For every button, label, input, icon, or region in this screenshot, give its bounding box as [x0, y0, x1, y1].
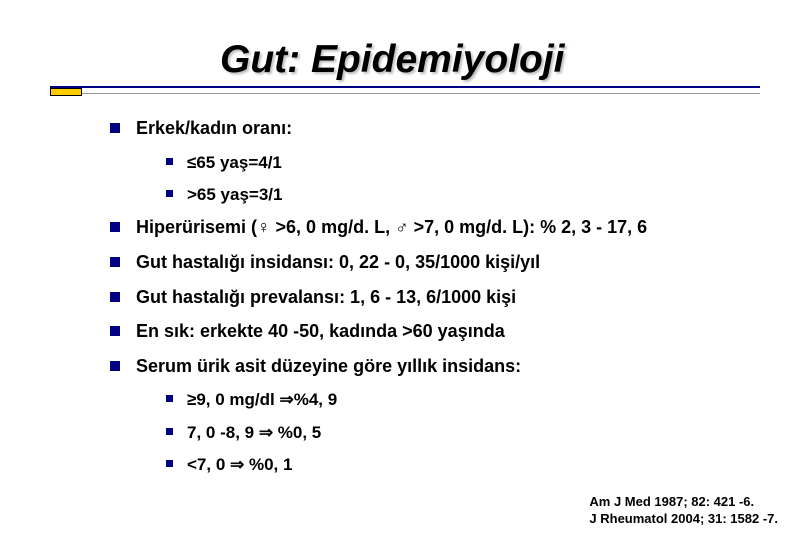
bullet-text: 7, 0 -8, 9 ⇒ %0, 5: [187, 423, 321, 443]
square-bullet-icon: [110, 257, 120, 267]
square-bullet-icon: [110, 292, 120, 302]
title-area: Gut: Epidemiyoloji: [0, 0, 810, 82]
square-bullet-icon: [166, 460, 173, 467]
square-bullet-icon: [166, 395, 173, 402]
citation: Am J Med 1987; 82: 421 -6. J Rheumatol 2…: [589, 494, 778, 528]
sub-bullet-item: ≥9, 0 mg/dl ⇒%4, 9: [166, 390, 770, 410]
square-bullet-icon: [110, 326, 120, 336]
sub-bullet-item: 7, 0 -8, 9 ⇒ %0, 5: [166, 423, 770, 443]
bullet-text: Hiperürisemi (♀ >6, 0 mg/d. L, ♂ >7, 0 m…: [136, 217, 647, 239]
bullet-item: En sık: erkekte 40 -50, kadında >60 yaşı…: [110, 321, 770, 343]
square-bullet-icon: [110, 222, 120, 232]
bullet-text: Gut hastalığı prevalansı: 1, 6 - 13, 6/1…: [136, 287, 516, 309]
bullet-item: Gut hastalığı insidansı: 0, 22 - 0, 35/1…: [110, 252, 770, 274]
bullet-text: ≥9, 0 mg/dl ⇒%4, 9: [187, 390, 337, 410]
square-bullet-icon: [166, 428, 173, 435]
square-bullet-icon: [166, 158, 173, 165]
sub-bullet-item: >65 yaş=3/1: [166, 185, 770, 205]
square-bullet-icon: [110, 361, 120, 371]
bullet-item: Erkek/kadın oranı:: [110, 118, 770, 140]
bullet-item: Hiperürisemi (♀ >6, 0 mg/d. L, ♂ >7, 0 m…: [110, 217, 770, 239]
bullet-text: Serum ürik asit düzeyine göre yıllık ins…: [136, 356, 521, 378]
sub-bullet-item: ≤65 yaş=4/1: [166, 153, 770, 173]
bullet-item: Serum ürik asit düzeyine göre yıllık ins…: [110, 356, 770, 378]
citation-line: Am J Med 1987; 82: 421 -6.: [589, 494, 778, 511]
bullet-text: <7, 0 ⇒ %0, 1: [187, 455, 292, 475]
sub-bullet-item: <7, 0 ⇒ %0, 1: [166, 455, 770, 475]
square-bullet-icon: [166, 190, 173, 197]
content-area: Erkek/kadın oranı: ≤65 yaş=4/1 >65 yaş=3…: [110, 118, 770, 488]
bullet-text: >65 yaş=3/1: [187, 185, 282, 205]
square-bullet-icon: [110, 123, 120, 133]
citation-line: J Rheumatol 2004; 31: 1582 -7.: [589, 511, 778, 528]
title-underline-thin: [82, 93, 760, 94]
title-underline: [50, 86, 760, 88]
bullet-item: Gut hastalığı prevalansı: 1, 6 - 13, 6/1…: [110, 287, 770, 309]
bullet-text: Erkek/kadın oranı:: [136, 118, 292, 140]
bullet-text: ≤65 yaş=4/1: [187, 153, 282, 173]
bullet-text: En sık: erkekte 40 -50, kadında >60 yaşı…: [136, 321, 505, 343]
title-accent-box: [50, 88, 82, 96]
bullet-text: Gut hastalığı insidansı: 0, 22 - 0, 35/1…: [136, 252, 540, 274]
slide-title: Gut: Epidemiyoloji: [50, 38, 810, 82]
